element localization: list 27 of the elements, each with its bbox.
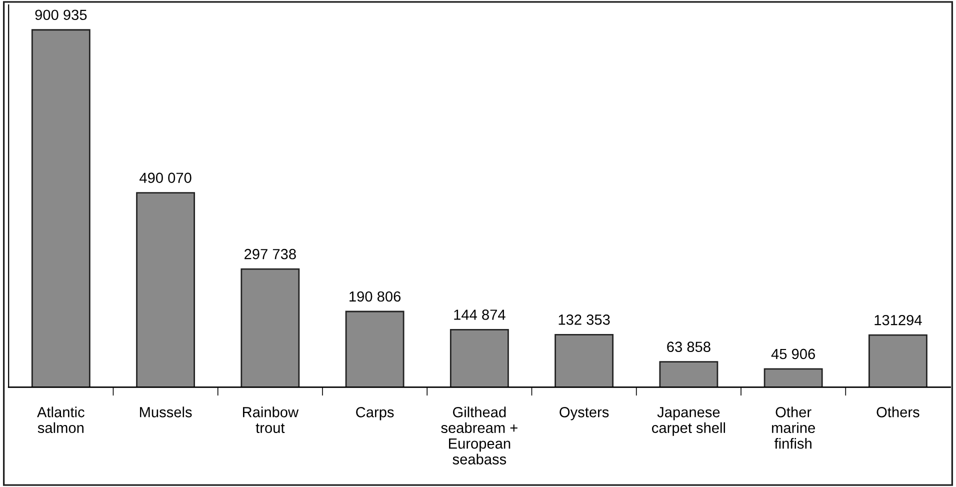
bar xyxy=(659,361,718,388)
data-label: 132 353 xyxy=(558,314,610,325)
data-label: 63 858 xyxy=(667,342,710,352)
bar xyxy=(31,29,90,388)
x-tick-label: Other marine finfish xyxy=(772,406,815,449)
data-label: 131294 xyxy=(874,314,922,326)
data-label: 297 738 xyxy=(244,248,296,260)
bar xyxy=(450,329,509,388)
x-tick-label: Others xyxy=(876,406,920,418)
x-tick-label: Gilthead seabream + European seabass xyxy=(441,406,518,464)
x-tick-label: Oysters xyxy=(560,406,609,420)
bar xyxy=(345,310,404,388)
data-label: 190 806 xyxy=(350,291,401,302)
data-label: 900 935 xyxy=(35,10,87,20)
x-tick-label: Atlantic salmon xyxy=(37,406,84,434)
data-label: 144 874 xyxy=(454,310,506,320)
bar xyxy=(136,192,196,388)
data-label: 45 906 xyxy=(771,348,815,360)
x-tick-label: Mussels xyxy=(140,406,192,418)
x-tick-label: Japanese carpet shell xyxy=(652,407,726,436)
bar xyxy=(868,334,928,388)
x-tick-label: Carps xyxy=(356,406,394,420)
x-tick-label: Rainbow trout xyxy=(243,406,299,434)
bar xyxy=(554,334,614,388)
data-label: 490 070 xyxy=(140,172,192,183)
bar xyxy=(240,268,300,388)
bar xyxy=(764,368,823,388)
